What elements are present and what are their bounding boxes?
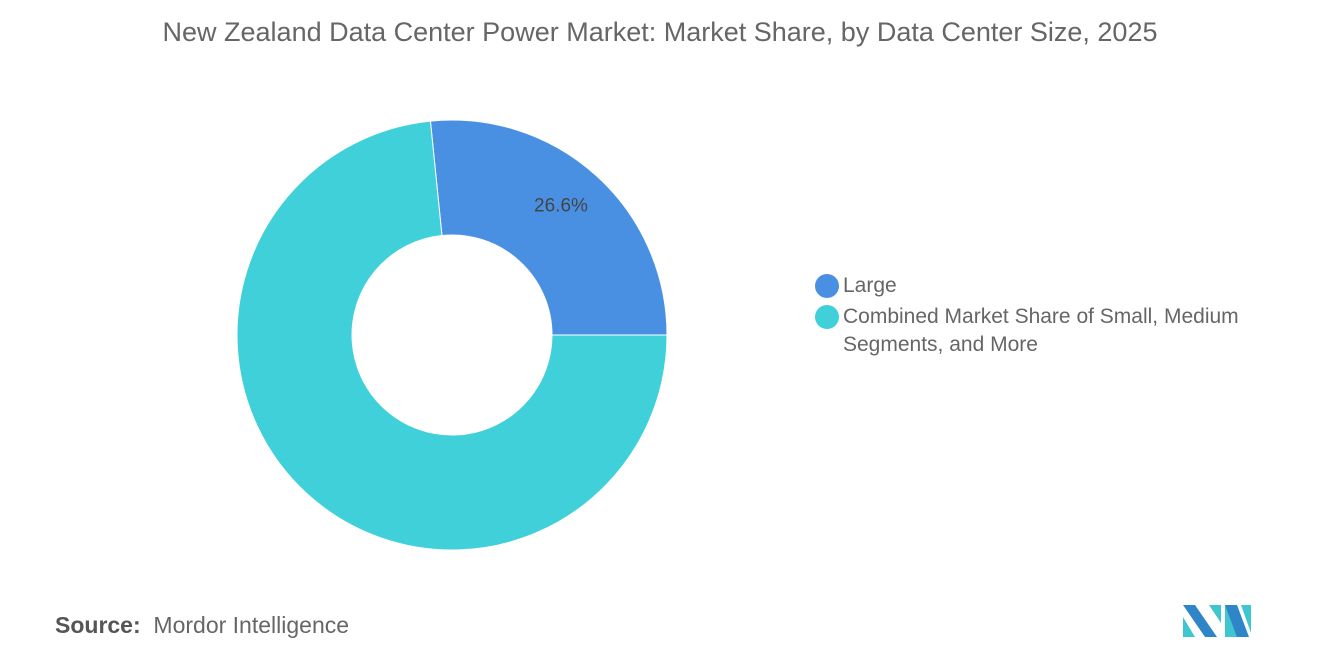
data-label-0: 26.6% [534,195,588,216]
slice-0 [429,119,668,336]
legend-item-combined[interactable]: Combined Market Share of Small, Medium S… [815,303,1293,359]
legend-label: Large [843,274,897,297]
slice-1 [236,120,668,551]
chart-title: New Zealand Data Center Power Market: Ma… [162,17,1158,47]
source-value: Mordor Intelligence [153,612,350,638]
legend-swatch [815,274,839,298]
legend-swatch [815,305,839,329]
source-label: Source: [55,612,141,638]
legend-label: Combined Market Share of Small, Medium S… [843,305,1239,356]
source-note: Source: Mordor Intelligence [55,612,349,639]
legend-item-large[interactable]: Large [815,272,1283,300]
mordor-logo [1183,605,1251,637]
